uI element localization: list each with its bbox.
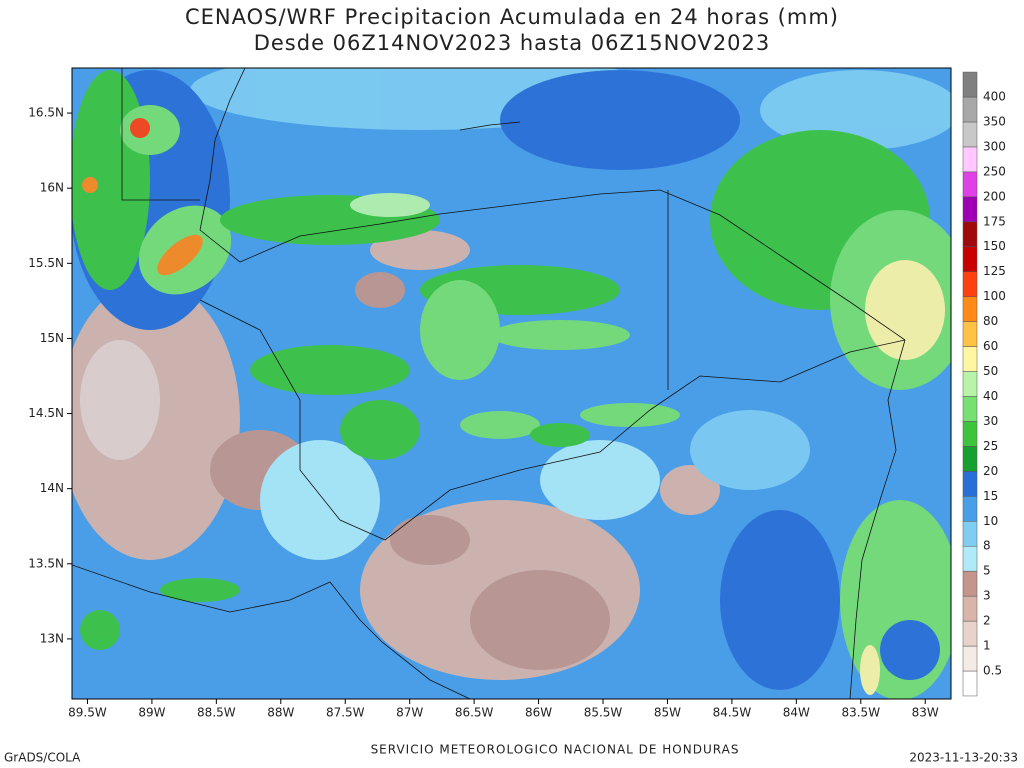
x-tick-label: 86.5W [455, 706, 494, 720]
x-tick-label: 84W [783, 706, 810, 720]
y-tick-label: 16N [40, 181, 64, 195]
precip-field [72, 68, 951, 699]
colorbar-band [962, 171, 978, 198]
colorbar-label: 400 [983, 90, 1006, 104]
colorbar-band [962, 196, 978, 223]
colorbar-label: 20 [983, 464, 998, 478]
colorbar-label: 5 [983, 564, 991, 578]
colorbar-band [962, 96, 978, 123]
x-tick-label: 83W [912, 706, 939, 720]
colorbar-band [962, 421, 978, 447]
colorbar-label: 100 [983, 289, 1006, 303]
colorbar-label: 60 [983, 339, 998, 353]
colorbar-label: 0.5 [983, 664, 1002, 678]
x-tick-label: 89W [138, 706, 165, 720]
colorbar-band [962, 496, 978, 522]
x-tick-label: 85.5W [584, 706, 623, 720]
x-tick-label: 85W [654, 706, 681, 720]
colorbar-label: 10 [983, 514, 998, 528]
x-tick-label: 87.5W [326, 706, 365, 720]
colorbar-label: 125 [983, 264, 1006, 278]
footer-center: SERVICIO METEOROLOGICO NACIONAL DE HONDU… [371, 743, 740, 757]
x-tick-label: 88W [267, 706, 294, 720]
colorbar-label: 300 [983, 139, 1006, 153]
colorbar-band [962, 346, 978, 372]
colorbar-label: 250 [983, 164, 1006, 178]
colorbar-label: 30 [983, 414, 998, 428]
x-tick-label: 83.5W [841, 706, 880, 720]
colorbar-label: 80 [983, 314, 998, 328]
colorbar-band [962, 545, 978, 572]
colorbar-label: 2 [983, 614, 991, 628]
colorbar-band [962, 620, 978, 647]
y-tick-label: 14N [40, 481, 64, 495]
colorbar-band [962, 246, 978, 272]
colorbar-label: 350 [983, 114, 1006, 128]
colorbar-label: 8 [983, 539, 991, 553]
title-line: CENAOS/WRF Precipitacion Acumulada en 24… [185, 5, 839, 29]
footer-left: GrADS/COLA [4, 751, 81, 765]
colorbar-band [962, 446, 978, 472]
colorbar-label: 150 [983, 239, 1006, 253]
colorbar-band [962, 371, 978, 397]
y-tick-label: 15.5N [28, 256, 64, 270]
colorbar-band [962, 396, 978, 422]
y-tick-label: 13N [40, 631, 64, 645]
colorbar-label: 1 [983, 639, 991, 653]
colorbar-label: 50 [983, 364, 998, 378]
colorbar-label: 25 [983, 439, 998, 453]
x-tick-label: 88.5W [197, 706, 236, 720]
colorbar-label: 175 [983, 214, 1006, 228]
colorbar-band [962, 271, 978, 297]
colorbar-label: 15 [983, 489, 998, 503]
colorbar-band [962, 521, 978, 547]
footer-right: 2023-11-13-20:33 [909, 751, 1018, 765]
coastlines [72, 68, 906, 699]
y-tick-label: 13.5N [28, 556, 64, 570]
y-tick-label: 16.5N [28, 106, 64, 120]
colorbar-band [962, 670, 978, 697]
map-frame [71, 67, 952, 700]
colorbar-band [962, 321, 978, 347]
y-tick-label: 14.5N [28, 406, 64, 420]
colorbar-label: 3 [983, 589, 991, 603]
y-tick-label: 15N [40, 331, 64, 345]
colorbar-band [962, 71, 978, 98]
x-tick-label: 86W [525, 706, 552, 720]
colorbar-band [962, 645, 978, 672]
x-tick-label: 89.5W [68, 706, 107, 720]
colorbar-label: 40 [983, 389, 998, 403]
colorbar-label: 200 [983, 189, 1006, 203]
x-tick-label: 87W [396, 706, 423, 720]
colorbar-band [962, 146, 978, 173]
colorbar-band [962, 570, 978, 597]
colorbar-band [962, 471, 978, 497]
colorbar-band [962, 121, 978, 148]
colorbar-band [962, 595, 978, 622]
colorbar-band [962, 296, 978, 322]
title-line: Desde 06Z14NOV2023 hasta 06Z15NOV2023 [254, 31, 771, 55]
colorbar-band [962, 221, 978, 247]
x-tick-label: 84.5W [713, 706, 752, 720]
